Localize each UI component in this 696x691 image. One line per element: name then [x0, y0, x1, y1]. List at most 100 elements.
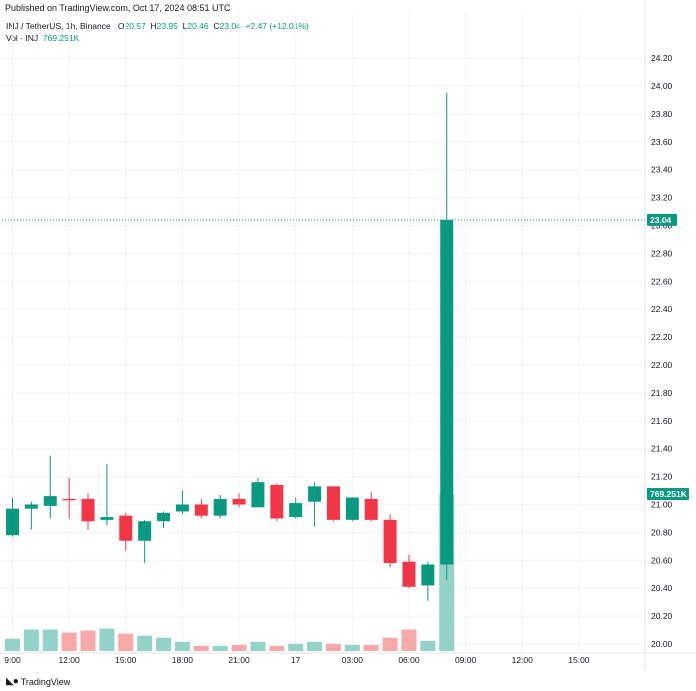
candle-body — [157, 512, 171, 522]
high-value: 23.95 — [156, 21, 178, 31]
brand-label: TradingView — [20, 676, 71, 687]
candle-body — [6, 508, 19, 536]
last-price-badge-label: 23.04 — [650, 215, 672, 225]
grid-lines — [0, 0, 696, 670]
volume-bar — [61, 632, 77, 651]
volume-bar — [118, 633, 134, 651]
candle-body — [213, 498, 227, 516]
candle-body — [289, 503, 303, 518]
y-tick-label: 20.40 — [651, 583, 673, 593]
candle-body — [345, 497, 359, 520]
volume-badge-label: 769.251K — [650, 489, 688, 499]
candle-body — [194, 504, 208, 516]
candle-body — [421, 564, 435, 586]
open-label: O — [117, 21, 125, 31]
volume-bar — [174, 641, 190, 651]
y-tick-label: 20.80 — [651, 527, 673, 537]
x-tick-label: 03:00 — [342, 655, 364, 665]
y-tick-label: 21.80 — [651, 388, 673, 398]
candle-body — [440, 219, 454, 565]
y-tick-label: 22.40 — [651, 304, 673, 314]
y-tick-label: 24.00 — [651, 81, 673, 91]
candle-body — [383, 519, 397, 564]
y-tick-label: 22.20 — [651, 332, 673, 342]
x-tick-label: 06:00 — [398, 655, 420, 665]
volume-bar — [363, 644, 379, 651]
candle-body — [232, 498, 246, 505]
high-label: H — [150, 21, 157, 31]
volume-bar — [137, 635, 153, 651]
published-on-label: Published on TradingView.com, Oct 17, 20… — [5, 3, 231, 13]
volume-bar — [344, 644, 360, 651]
candle-body — [81, 498, 95, 522]
tradingview-logo-icon: ◣● — [6, 676, 19, 687]
y-tick-label: 22.80 — [651, 248, 673, 258]
x-tick-label: 15:00 — [568, 655, 590, 665]
candle-body — [62, 498, 76, 501]
volume-bar — [212, 645, 228, 651]
y-tick-label: 20.00 — [651, 639, 673, 649]
y-tick-label: 20.20 — [651, 611, 673, 621]
volume-bar — [307, 641, 323, 651]
change-value: +2.47 (+12.01%) — [245, 21, 309, 31]
low-value: 20.46 — [187, 21, 209, 31]
x-tick-label: 15:00 — [115, 655, 137, 665]
close-value: 23.04 — [219, 21, 241, 31]
footer-brand[interactable]: ◣● TradingView — [6, 676, 70, 687]
price-axis[interactable]: 20.00 20.20 20.40 20.60 20.80 21.00 21.20 21.40… — [647, 53, 689, 649]
candle-body — [119, 515, 133, 541]
x-tick-label: 09:00 — [455, 655, 477, 665]
candle-body — [251, 482, 265, 508]
last-price-badge — [647, 213, 677, 226]
y-tick-label: 24.20 — [651, 53, 673, 63]
volume-value: 769.251K — [42, 33, 80, 43]
candle-body — [24, 504, 38, 509]
volume-bar — [193, 645, 209, 651]
low-label: L — [182, 21, 188, 31]
candles — [6, 92, 454, 601]
x-tick-label: 17 — [291, 655, 301, 665]
y-tick-label: 21.60 — [651, 416, 673, 426]
candle-body — [43, 496, 57, 506]
y-tick-label: 21.40 — [651, 444, 673, 454]
symbol-legend: INJ / TetherUS, 1h, Binance O20.57 H23.9… — [6, 21, 309, 31]
close-label: C — [213, 21, 220, 31]
x-tick-label: 9:00 — [4, 655, 21, 665]
volume-bar — [288, 643, 304, 651]
y-tick-label: 20.60 — [651, 555, 673, 565]
y-tick-label: 23.60 — [651, 137, 673, 147]
candle-body — [138, 521, 152, 541]
symbol-name: INJ / TetherUS, 1h, Binance — [6, 21, 111, 31]
candle-body — [175, 504, 189, 512]
y-tick-label: 23.40 — [651, 165, 673, 175]
volume-label: Vol · INJ — [6, 33, 39, 43]
candle-body — [100, 517, 114, 520]
y-tick-label: 23.20 — [651, 193, 673, 203]
volume-bars — [5, 494, 455, 651]
volume-bar — [23, 629, 39, 651]
volume-bar — [250, 641, 266, 651]
volume-legend: Vol · INJ 769.251K — [6, 33, 79, 43]
candle-body — [402, 561, 416, 587]
volume-bar — [401, 629, 417, 651]
volume-bar — [156, 637, 172, 651]
candle-body — [308, 486, 322, 502]
x-tick-label: 21:00 — [228, 655, 250, 665]
y-tick-label: 22.00 — [651, 360, 673, 370]
time-axis[interactable]: 9:00 12:00 15:00 18:00 21:00 17 03:00 06:00 09:0… — [4, 655, 590, 665]
volume-bar — [382, 637, 398, 651]
volume-bar — [420, 640, 436, 651]
x-tick-label: 12:00 — [58, 655, 80, 665]
y-tick-label: 22.60 — [651, 276, 673, 286]
volume-bar — [80, 630, 96, 651]
volume-bar — [325, 643, 341, 651]
y-tick-label: 21.00 — [651, 500, 673, 510]
candle-body — [364, 498, 378, 520]
x-tick-label: 18:00 — [172, 655, 194, 665]
candle-body — [270, 484, 284, 519]
y-tick-label: 21.20 — [651, 472, 673, 482]
volume-bar — [269, 645, 285, 651]
y-tick-label: 23.80 — [651, 109, 673, 119]
candle-body — [326, 486, 340, 520]
